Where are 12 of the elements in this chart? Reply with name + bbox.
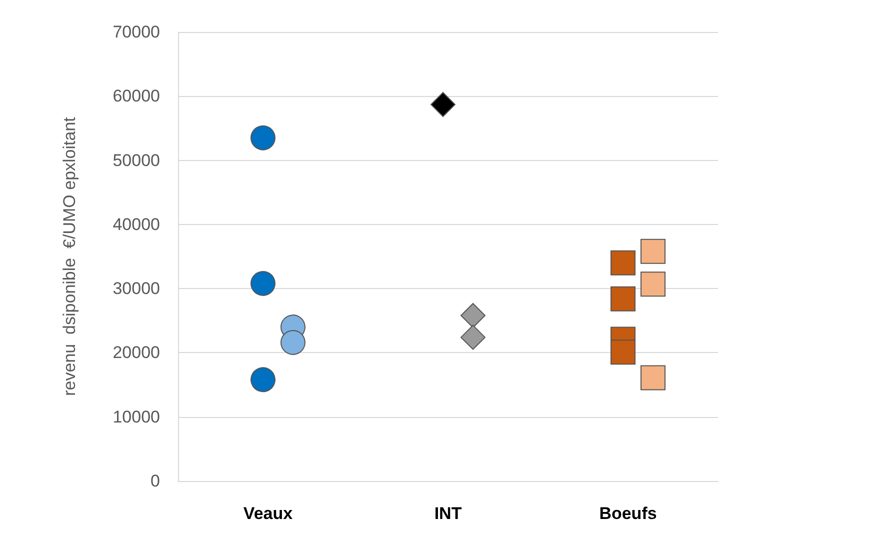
y-tick-label: 10000 <box>112 407 160 426</box>
y-tick-label: 20000 <box>112 343 160 362</box>
y-tick-label: 60000 <box>112 86 160 106</box>
x-tick-label: Veaux <box>243 504 294 523</box>
y-tick-label: 0 <box>150 472 160 490</box>
x-tick-label: INT <box>434 504 462 523</box>
y-tick-label: 70000 <box>112 22 160 42</box>
y-tick-label: 30000 <box>112 279 160 298</box>
y-tick-label: 40000 <box>112 214 160 234</box>
y-axis-title: revenu dsiponible €/UMO epxloitant <box>60 116 79 396</box>
y-tick-label: 50000 <box>112 150 160 170</box>
x-tick-label: Boeufs <box>599 504 657 523</box>
